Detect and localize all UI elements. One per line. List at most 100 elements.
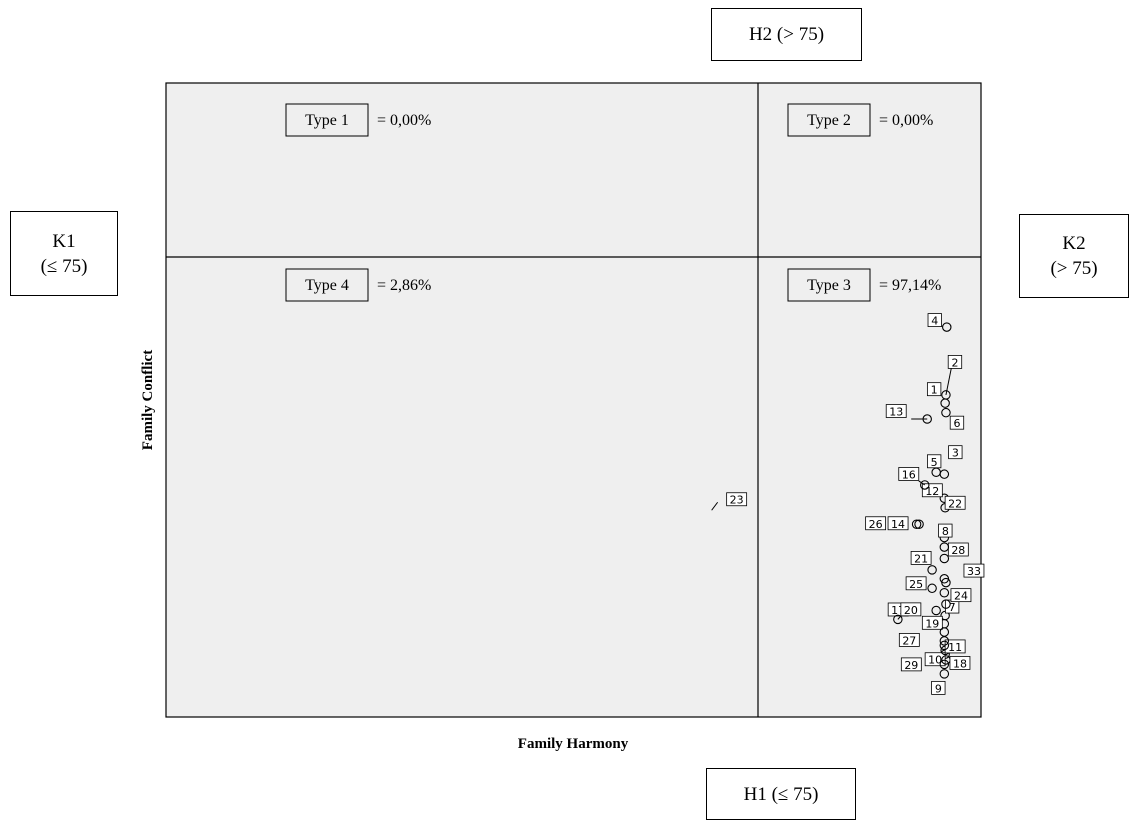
point-label-9: 9 — [935, 682, 942, 695]
data-point-21: 21 — [910, 551, 937, 575]
data-point-4: 4 — [927, 313, 952, 332]
data-point-20: 20 — [893, 602, 922, 625]
point-label-14: 14 — [891, 518, 905, 531]
marker-29 — [939, 659, 950, 670]
point-label-22: 22 — [948, 497, 962, 510]
data-point-6: 6 — [941, 407, 965, 430]
data-point-22: 22 — [940, 495, 966, 513]
point-label-box-1 — [926, 382, 942, 397]
quadrant-label-type2: Type 2 = 0,00% — [787, 103, 933, 137]
point-label-box-4 — [927, 313, 942, 327]
leader-line-2 — [945, 364, 953, 396]
type1-label: Type 1 — [305, 112, 349, 129]
marker-group-1 — [939, 574, 950, 584]
point-label-box-8 — [938, 523, 953, 538]
label-k2: K2 (> 75) — [1019, 214, 1129, 298]
point-label-26: 26 — [869, 518, 883, 531]
quadrant-label-type3: Type 3 = 97,14% — [787, 268, 941, 302]
point-label-box-6 — [949, 415, 965, 430]
point-label-box-29 — [900, 657, 922, 672]
point-label-12: 12 — [925, 485, 939, 498]
marker-9 — [939, 669, 950, 679]
point-label-28: 28 — [951, 544, 965, 557]
point-label-box-11 — [944, 639, 966, 654]
type4-value: = 2,86% — [377, 277, 431, 294]
data-point-19: 19 — [921, 615, 950, 630]
marker-2 — [941, 390, 951, 400]
point-label-box-33 — [963, 563, 985, 578]
label-k1-line1: K1 — [52, 230, 76, 252]
marker-14 — [914, 519, 924, 530]
type1-value: = 0,00% — [377, 112, 431, 129]
leader-line-23 — [711, 501, 719, 511]
point-label-box-27 — [898, 633, 920, 647]
point-label-box-24 — [950, 588, 972, 603]
point-label-box-13 — [885, 404, 907, 418]
point-label-box-9 — [931, 680, 946, 695]
point-label-box-3 — [948, 445, 963, 460]
marker-group-4 — [939, 640, 950, 651]
point-label-19: 19 — [925, 617, 939, 630]
data-point-33: 33 — [941, 563, 985, 588]
point-label-box-20 — [900, 602, 922, 617]
marker-21 — [927, 565, 937, 575]
type4-label: Type 4 — [305, 277, 349, 294]
point-label-box-19 — [921, 615, 943, 630]
type3-label: Type 3 — [807, 277, 851, 294]
quadrant-label-type4: Type 4 = 2,86% — [285, 268, 431, 302]
y-axis-label: Family Conflict — [140, 350, 156, 450]
x-axis-label: Family Harmony — [518, 736, 629, 752]
label-h1-text: H1 (≤ 75) — [743, 783, 819, 805]
label-h2: H2 (> 75) — [711, 8, 862, 61]
leader-line-16 — [918, 480, 926, 486]
label-k2-line1: K2 — [1062, 233, 1086, 254]
point-label-21: 21 — [914, 552, 928, 565]
quadrant-label-type1: Type 1 = 0,00% — [285, 103, 431, 137]
point-label-23: 23 — [730, 494, 744, 507]
point-label-box-16 — [898, 467, 920, 481]
point-label-16: 16 — [902, 468, 916, 481]
point-label-20: 20 — [904, 604, 918, 617]
point-label-18: 18 — [953, 657, 967, 670]
point-label-8: 8 — [942, 525, 949, 538]
marker-group-3 — [939, 627, 950, 637]
type2-value: = 0,00% — [879, 112, 933, 129]
data-point-9: 9 — [931, 669, 950, 695]
marker-6 — [941, 407, 951, 418]
data-point-11: 11 — [940, 639, 966, 656]
marker-4 — [942, 322, 952, 332]
points-layer: 1234567891011121314161718192021222324252… — [711, 313, 985, 695]
point-label-box-22 — [944, 495, 966, 510]
point-label-24: 24 — [954, 590, 968, 603]
point-label-box-18 — [949, 656, 971, 670]
point-label-11: 11 — [948, 641, 962, 654]
point-label-box-2 — [947, 355, 963, 369]
point-label-29: 29 — [904, 659, 918, 672]
data-point-16: 16 — [898, 467, 930, 490]
point-label-box-25 — [905, 576, 927, 591]
marker-24 — [941, 599, 951, 609]
point-label-5: 5 — [931, 456, 938, 469]
data-point-13: 13 — [885, 404, 932, 424]
data-point-28: 28 — [939, 542, 969, 564]
point-label-box-23 — [726, 492, 748, 507]
point-label-25: 25 — [909, 578, 923, 591]
point-label-7: 7 — [949, 601, 956, 614]
marker-20 — [893, 614, 903, 625]
point-label-27: 27 — [902, 634, 916, 647]
marker-group-0 — [939, 542, 950, 552]
label-k1-line2: (≤ 75) — [40, 255, 88, 277]
data-point-14: 14 — [887, 516, 924, 531]
type3-value: = 97,14% — [879, 277, 941, 294]
marker-16 — [920, 480, 930, 490]
point-label-box-12 — [921, 483, 943, 498]
data-point-24: 24 — [941, 588, 972, 609]
point-label-6: 6 — [953, 417, 960, 430]
point-label-10: 10 — [928, 654, 942, 667]
point-label-3: 3 — [952, 447, 959, 460]
data-point-25: 25 — [905, 576, 937, 594]
data-point-2: 2 — [941, 355, 963, 400]
label-k2-line2: (> 75) — [1050, 258, 1098, 279]
marker-26 — [911, 519, 922, 530]
data-point-27: 27 — [898, 633, 950, 647]
